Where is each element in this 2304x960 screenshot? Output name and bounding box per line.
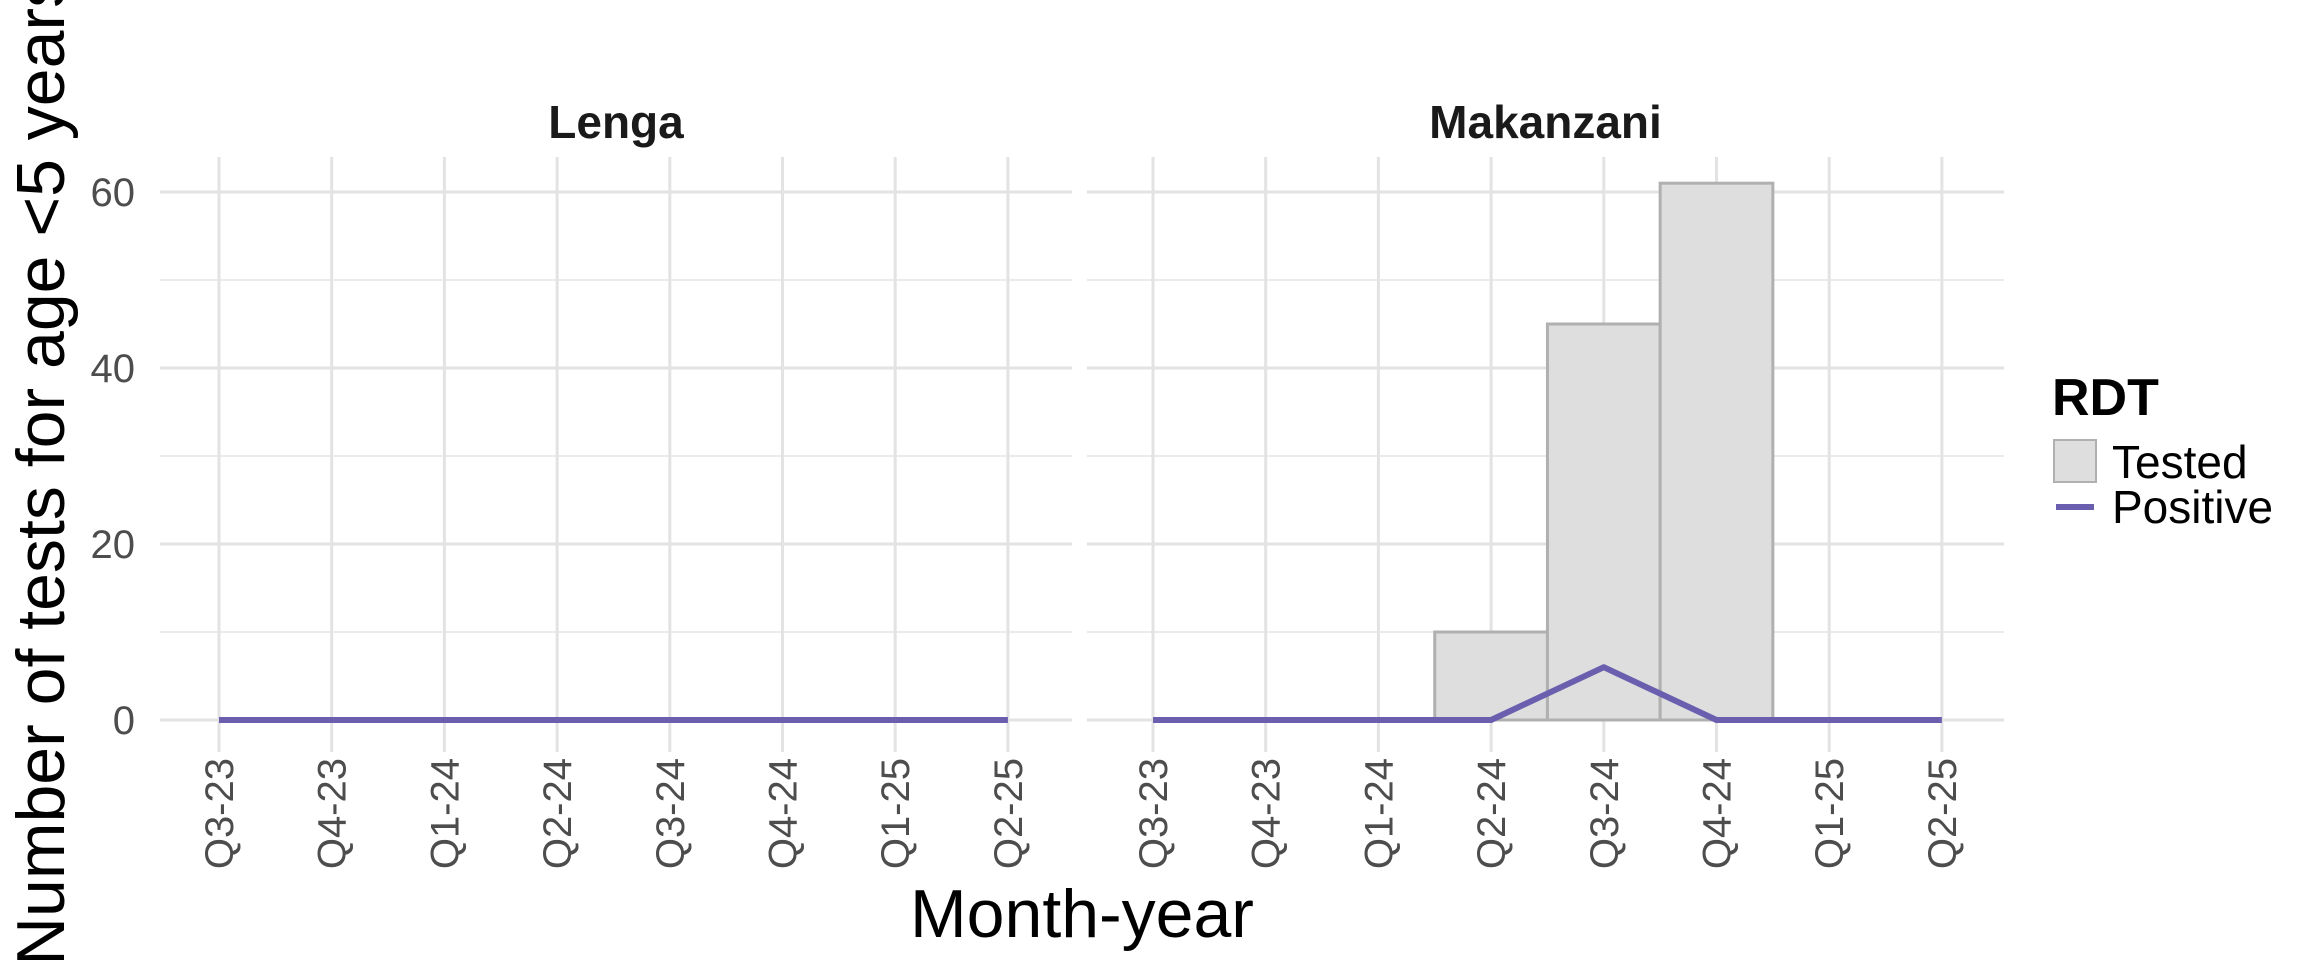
x-tick-label: Q4-24 (1696, 758, 1740, 869)
x-tick-label: Q3-24 (649, 758, 693, 869)
x-tick-label: Q2-24 (536, 758, 580, 869)
facet-panels: Lenga Q3-23 Q4-23 Q1-24 Q2-24 Q3-24 Q4-24 Q1-25… (160, 96, 2004, 869)
tested-bar-Q4-24 (1658, 181, 1775, 722)
facet-title: Makanzani (1429, 96, 1662, 148)
x-tick-label: Q3-23 (1132, 758, 1176, 869)
x-tick-label: Q4-23 (311, 758, 355, 869)
x-tick-label: Q3-23 (198, 758, 242, 869)
legend: RDT Tested Positive (2052, 369, 2273, 533)
x-tick-label: Q2-25 (1921, 758, 1965, 869)
legend-label-tested: Tested (2112, 436, 2248, 488)
y-axis: 0 20 40 60 (91, 171, 136, 743)
x-tick-label: Q1-24 (423, 758, 467, 869)
tested-bar-Q3-24 (1545, 322, 1662, 722)
legend-title: RDT (2052, 369, 2159, 427)
x-tick-label: Q1-25 (874, 758, 918, 869)
y-tick-label: 40 (91, 347, 136, 391)
positive-line (1153, 664, 1942, 723)
facet-panel-0: Lenga Q3-23 Q4-23 Q1-24 Q2-24 Q3-24 Q4-24 Q1-25… (160, 96, 1072, 869)
tested-bar-Q2-24 (1433, 630, 1549, 722)
x-tick-label: Q4-23 (1245, 758, 1289, 869)
x-tick-label: Q2-25 (987, 758, 1031, 869)
legend-label-positive: Positive (2112, 481, 2273, 533)
x-axis-title: Month-year (910, 876, 1254, 952)
x-tick-label: Q2-24 (1470, 758, 1514, 869)
x-tick-label: Q4-24 (762, 758, 806, 869)
x-tick-label: Q3-24 (1583, 758, 1627, 869)
facet-panel-1: Makanzani Q3-23 Q4-23 Q1-24 Q2-24 Q3-24 Q4-24 Q… (1087, 96, 2004, 869)
facet-title: Lenga (548, 96, 684, 148)
y-tick-label: 0 (113, 699, 135, 743)
y-axis-title: Number of tests for age <5 years (3, 0, 79, 960)
legend-key-tested (2053, 439, 2097, 483)
y-tick-label: 60 (91, 171, 136, 215)
x-tick-label: Q1-25 (1808, 758, 1852, 869)
y-tick-label: 20 (91, 523, 136, 567)
x-tick-label: Q1-24 (1357, 758, 1401, 869)
